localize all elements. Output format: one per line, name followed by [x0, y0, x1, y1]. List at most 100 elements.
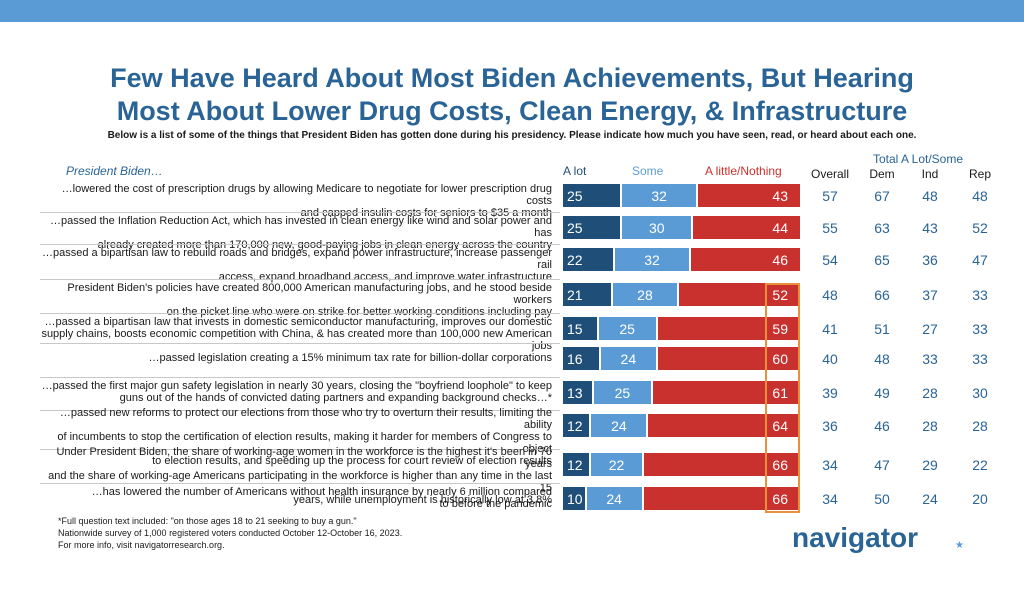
bar-some: 22 — [591, 453, 642, 476]
bar-some: 24 — [600, 347, 656, 370]
question-text-line: President Biden's policies have created … — [67, 282, 552, 306]
legend-some: Some — [632, 164, 664, 178]
row-separator — [40, 483, 560, 484]
stat-rep: 28 — [972, 418, 988, 434]
question-text-line: …passed the first major gun safety legis… — [41, 380, 552, 392]
stat-ind: 48 — [922, 188, 938, 204]
stat-rep: 33 — [972, 351, 988, 367]
bar-some: 25 — [593, 381, 652, 404]
col-header-dem: Dem — [869, 167, 895, 181]
row-header: President Biden… — [66, 164, 163, 178]
stat-dem: 67 — [874, 188, 890, 204]
stat-dem: 63 — [874, 220, 890, 236]
bar-some-label: 24 — [606, 491, 622, 507]
total-a-lot-some-header: Total A Lot/Some — [872, 152, 964, 166]
question-text: President Biden's policies have created … — [40, 282, 552, 318]
bar-a-lot-label: 12 — [567, 418, 583, 434]
row-separator — [40, 449, 560, 450]
question-text: …passed the first major gun safety legis… — [40, 380, 552, 404]
bar-some: 24 — [586, 487, 642, 510]
bar-little-nothing: 64 — [648, 414, 800, 437]
bar-little-nothing: 52 — [679, 283, 800, 306]
bar-little-nothing: 60 — [657, 347, 800, 370]
stat-dem: 65 — [874, 252, 890, 268]
bar-little-nothing: 61 — [653, 381, 800, 404]
stat-overall: 55 — [822, 220, 838, 236]
stat-ind: 27 — [922, 321, 938, 337]
bar-little-nothing-label: 43 — [772, 188, 788, 204]
row-separator — [40, 244, 560, 245]
stat-rep: 33 — [972, 321, 988, 337]
bar-little-nothing: 66 — [643, 453, 800, 476]
stat-dem: 66 — [874, 287, 890, 303]
stat-ind: 28 — [922, 418, 938, 434]
stat-overall: 48 — [822, 287, 838, 303]
question-text-line: …passed the Inflation Reduction Act, whi… — [49, 215, 552, 239]
bar-little-nothing: 46 — [690, 248, 800, 271]
bar-a-lot-label: 13 — [567, 385, 583, 401]
col-header-overall: Overall — [810, 167, 849, 181]
row-separator — [40, 313, 560, 314]
question-text-line: supply chains, boosts economic competiti… — [41, 328, 552, 352]
bar-some-label: 22 — [608, 457, 625, 473]
bar-a-lot-label: 21 — [567, 287, 583, 303]
bar-some: 25 — [598, 317, 656, 340]
bar-a-lot-label: 22 — [567, 252, 583, 268]
stat-rep: 22 — [972, 457, 988, 473]
row-separator — [40, 212, 560, 213]
stat-dem: 48 — [874, 351, 890, 367]
bar-little-nothing-label: 66 — [772, 491, 788, 507]
bar-little-nothing: 43 — [698, 184, 800, 207]
bar-some-label: 32 — [651, 188, 667, 204]
stat-dem: 47 — [874, 457, 890, 473]
question-text-line: access, expand broadband access, and imp… — [218, 271, 552, 283]
bar-a-lot-label: 16 — [567, 351, 583, 367]
bar-little-nothing-label: 64 — [772, 418, 788, 434]
bar-a-lot: 25 — [563, 216, 621, 239]
stat-ind: 28 — [922, 385, 938, 401]
question-text: …passed a bipartisan law to rebuild road… — [40, 247, 552, 283]
question-text: Under President Biden, the share of work… — [40, 446, 552, 506]
bar-a-lot: 16 — [563, 347, 599, 370]
bar-some-label: 30 — [649, 220, 665, 236]
bar-some: 28 — [612, 283, 678, 306]
bar-some: 30 — [622, 216, 692, 239]
stat-ind: 36 — [922, 252, 938, 268]
question-text: …passed a bipartisan law that invests in… — [40, 316, 552, 352]
row-separator — [40, 343, 560, 344]
stat-overall: 54 — [822, 252, 838, 268]
stat-rep: 48 — [972, 188, 988, 204]
bar-a-lot-label: 12 — [567, 457, 583, 473]
stat-dem: 50 — [874, 491, 890, 507]
question-text: …passed legislation creating a 15% minim… — [40, 352, 552, 364]
stat-ind: 24 — [922, 491, 938, 507]
stat-overall: 40 — [822, 351, 838, 367]
stat-ind: 33 — [922, 351, 938, 367]
subtitle: Below is a list of some of the things th… — [107, 130, 917, 141]
bar-some: 32 — [615, 248, 689, 271]
question-text: …has lowered the number of Americans wit… — [40, 486, 552, 510]
question-text-line: guns out of the hands of convicted datin… — [119, 392, 552, 404]
question-text-line: …passed new reforms to protect our elect… — [59, 407, 552, 431]
stat-overall: 41 — [822, 321, 838, 337]
question-text-line: …passed a bipartisan law to rebuild road… — [42, 247, 552, 271]
stat-overall: 36 — [822, 418, 838, 434]
top-accent-bar — [0, 0, 1024, 22]
stat-overall: 57 — [822, 188, 838, 204]
question-text-line: to election results, and speeding up the… — [152, 455, 552, 467]
bar-a-lot-label: 25 — [567, 220, 583, 236]
stat-overall: 39 — [822, 385, 838, 401]
bar-little-nothing-label: 60 — [772, 351, 788, 367]
stat-ind: 37 — [922, 287, 938, 303]
bar-a-lot-label: 10 — [567, 491, 583, 507]
bar-a-lot: 12 — [563, 414, 590, 437]
bar-little-nothing-label: 61 — [772, 385, 788, 401]
row-separator — [40, 377, 560, 378]
question-text-line: already created more than 170,000 new, g… — [97, 239, 552, 251]
bar-little-nothing: 59 — [657, 317, 800, 340]
bar-a-lot: 10 — [563, 487, 585, 510]
question-text-line: …lowered the cost of prescription drugs … — [61, 183, 552, 207]
bar-little-nothing-label: 66 — [772, 457, 788, 473]
bar-little-nothing-label: 52 — [772, 287, 788, 303]
bar-some-label: 25 — [614, 385, 631, 401]
